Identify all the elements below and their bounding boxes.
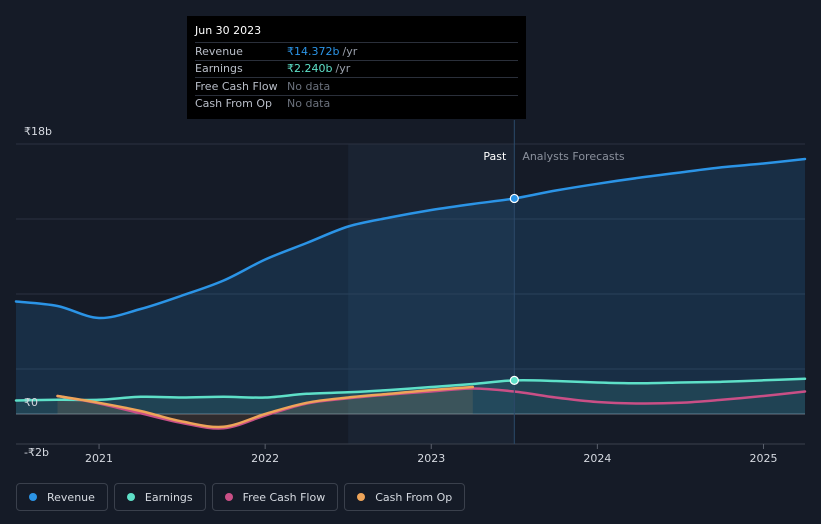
tooltip-earnings-label: Earnings: [195, 62, 243, 76]
tooltip-revenue-label: Revenue: [195, 44, 243, 58]
tooltip-cfo-value: No data: [287, 97, 331, 111]
legend-cash-from-op-dot: [357, 493, 366, 501]
tooltip-earnings-value: ₹2.240b: [287, 62, 333, 76]
forecast-label: Analysts Forecasts: [522, 150, 625, 163]
legend-free-cash-flow-label: Free Cash Flow: [242, 490, 326, 504]
series-area-revenue: [16, 159, 805, 414]
x-tick-label-3: 2024: [583, 452, 611, 465]
y-tick-label-0: ₹18b: [24, 125, 52, 138]
series-line-free-cash-flow: [56, 387, 807, 430]
legend-revenue-dot: [29, 493, 37, 501]
legend-revenue-label: Revenue: [47, 490, 95, 504]
legend-earnings-label: Earnings: [144, 490, 193, 504]
tooltip: Jun 30 2023 Revenue ₹14.372b /yr Earning…: [187, 16, 526, 119]
past-label: Past: [483, 150, 507, 163]
tooltip-date: Jun 30 2023: [195, 24, 262, 37]
tooltip-row-revenue: Revenue ₹14.372b /yr: [195, 42, 518, 60]
series-line-revenue: [14, 157, 807, 320]
x-tick-label-4: 2025: [749, 452, 777, 465]
legend-free-cash-flow-dot: [224, 493, 233, 501]
tooltip-earnings-unit: /yr: [335, 62, 351, 76]
legend: Revenue Earnings Free Cash Flow Cash Fro…: [16, 483, 466, 511]
legend-free-cash-flow[interactable]: Free Cash Flow: [211, 483, 339, 511]
tooltip-revenue-value: ₹14.372b: [287, 44, 340, 58]
tooltip-cfo-label: Cash From Op: [195, 97, 273, 111]
tooltip-revenue-unit: /yr: [342, 44, 358, 58]
y-tick-label-2: -₹2b: [24, 446, 49, 459]
legend-cash-from-op[interactable]: Cash From Op: [344, 483, 466, 511]
x-tick-label-2: 2023: [417, 452, 445, 465]
tooltip-fcf-label: Free Cash Flow: [195, 79, 278, 93]
marker-revenue: [509, 193, 519, 204]
tooltip-row-earnings: Earnings ₹2.240b /yr: [195, 59, 518, 78]
tooltip-row-fcf: Free Cash Flow No data: [195, 77, 518, 95]
x-tick-label-1: 2022: [251, 452, 279, 465]
legend-cash-from-op-label: Cash From Op: [375, 490, 453, 504]
series-line-cash-from-op: [56, 385, 475, 429]
series-area-earnings: [16, 378, 805, 414]
series-line-earnings: [14, 377, 807, 402]
legend-revenue[interactable]: Revenue: [16, 483, 108, 511]
legend-earnings-dot: [126, 493, 135, 501]
x-tick-label-0: 2021: [85, 452, 113, 465]
tooltip-fcf-value: No data: [287, 79, 331, 93]
legend-earnings[interactable]: Earnings: [113, 483, 206, 511]
tooltip-row-cfo: Cash From Op No data: [195, 94, 518, 113]
marker-earnings: [509, 375, 519, 385]
y-tick-label-1: ₹0: [24, 396, 38, 409]
